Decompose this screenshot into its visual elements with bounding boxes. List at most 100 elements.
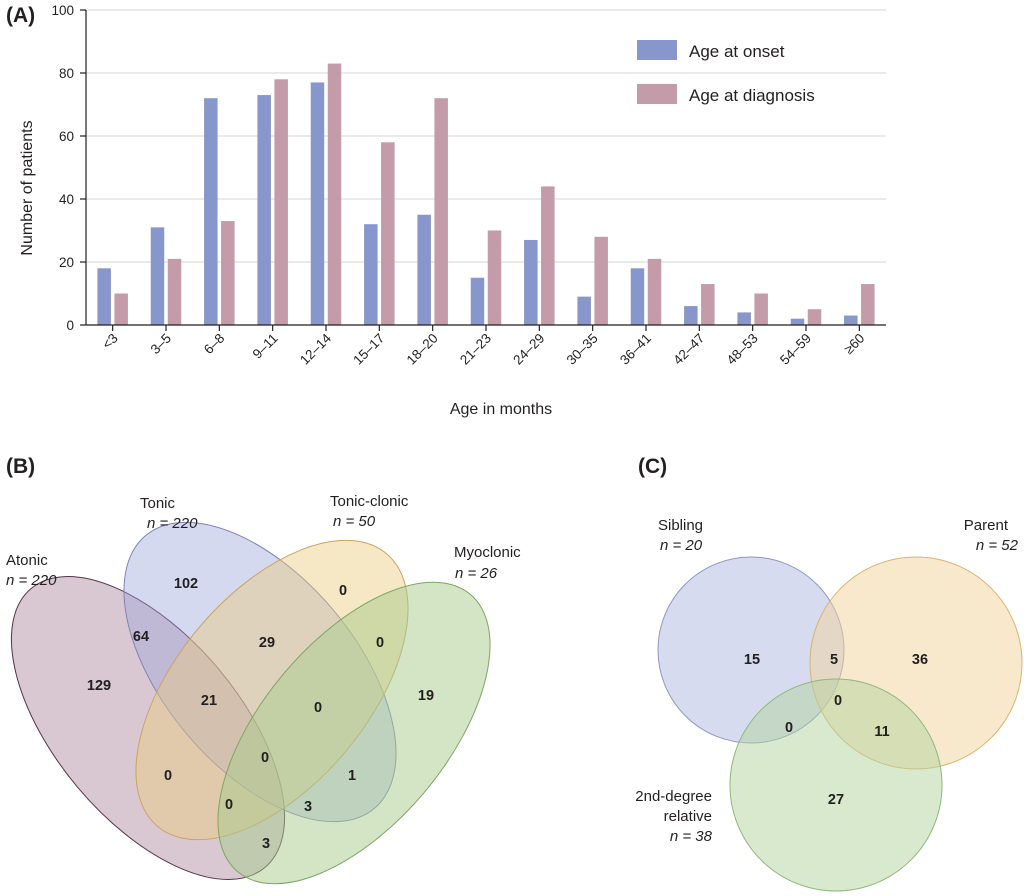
region-all-four: 0	[261, 750, 269, 766]
region-atonic-only: 129	[87, 678, 111, 694]
x-tick-label: 24–29	[510, 331, 547, 368]
x-tick-label: 30–35	[564, 331, 601, 368]
region-sibling-only: 15	[744, 652, 760, 668]
legend-label-diagnosis: Age at diagnosis	[689, 86, 815, 105]
bar-diagnosis	[861, 284, 875, 325]
region-atonic-tonic: 64	[133, 629, 149, 645]
x-axis-title: Age in months	[450, 401, 552, 418]
region-atonic-tonic-clonic: 0	[164, 768, 172, 784]
bar-onset	[364, 224, 378, 325]
x-tick-label: 6–8	[201, 331, 228, 358]
region-atonic-tonic-tonic-clonic: 21	[201, 693, 217, 709]
bar-onset	[577, 296, 591, 325]
y-tick-label: 40	[59, 192, 74, 207]
panel-b-venn-seizure-types: (B) Atonic n = 220 Tonic n = 220 Tonic-c…	[6, 455, 521, 885]
bar-onset	[204, 98, 218, 325]
region-tonic-clonic-only: 0	[339, 583, 347, 599]
set-name-2nd-degree-line1: 2nd-degree	[635, 788, 712, 805]
bar-diagnosis	[701, 284, 715, 325]
bar-diagnosis	[807, 309, 822, 325]
y-tick-label: 60	[59, 129, 74, 144]
bar-diagnosis	[327, 63, 342, 326]
region-sibling-parent: 5	[830, 652, 838, 668]
x-tick-label: 21–23	[457, 331, 494, 368]
region-all-three: 0	[834, 693, 842, 709]
region-myoclonic-only: 19	[418, 688, 434, 704]
set-n-tonic-clonic: n = 50	[333, 513, 376, 530]
bar-diagnosis	[114, 293, 128, 325]
y-ticks: 0 20 40 60 80 100	[51, 3, 86, 333]
set-name-myoclonic: Myoclonic	[454, 544, 521, 561]
x-tick-label: 42–47	[670, 331, 707, 368]
bar-diagnosis	[541, 186, 555, 325]
set-name-tonic: Tonic	[140, 495, 176, 512]
y-tick-label: 80	[59, 66, 74, 81]
bar-onset	[257, 95, 271, 325]
bar-onset	[150, 227, 165, 325]
venn-region-counts: 129 102 0 19 64 29 0 21 0 0 0 1 0 3 3	[87, 576, 434, 852]
region-tonic-tonic-clonic-myoclonic: 0	[314, 700, 322, 716]
venn-region-counts: 15 5 36 0 0 11 27	[744, 652, 928, 808]
region-parent-only: 36	[912, 652, 928, 668]
bar-diagnosis	[487, 230, 502, 325]
set-n-tonic: n = 220	[147, 515, 198, 532]
bar-diagnosis	[434, 98, 448, 325]
set-name-tonic-clonic: Tonic-clonic	[330, 493, 409, 510]
panel-a-bar-chart: (A) 0 20 40 60 80 100 <3 3–5 6–8 9–11 12–14 15–17 1…	[6, 3, 886, 418]
bar-diagnosis	[647, 258, 662, 325]
x-tick-label: ≥60	[841, 331, 867, 357]
x-tick-label: 48–53	[724, 331, 761, 368]
x-tick-label: 15–17	[350, 331, 387, 368]
set-name-sibling: Sibling	[658, 517, 703, 534]
bar-diagnosis	[167, 258, 182, 325]
set-name-atonic: Atonic	[6, 552, 48, 569]
x-tick-label: <3	[99, 331, 121, 353]
panel-label-a: (A)	[6, 4, 35, 27]
set-n-sibling: n = 20	[660, 537, 703, 554]
legend-swatch-onset	[637, 40, 677, 60]
bar-onset	[417, 214, 431, 325]
venn-set-2nd-degree-relative	[729, 678, 943, 892]
bar-onset	[310, 82, 325, 325]
bar-onset	[684, 306, 698, 325]
region-tonic-clonic-myoclonic: 0	[376, 635, 384, 651]
bar-onset	[844, 315, 858, 325]
venn-set-myoclonic	[217, 581, 491, 885]
venn-set-labels: Atonic n = 220 Tonic n = 220 Tonic-cloni…	[6, 493, 521, 589]
y-tick-label: 0	[66, 318, 74, 333]
region-atonic-tonic-clonic-myoclonic: 0	[225, 797, 233, 813]
set-name-2nd-degree-line2: relative	[664, 808, 712, 825]
bar-diagnosis	[754, 293, 768, 325]
y-tick-label: 20	[59, 255, 74, 270]
region-tonic-tonic-clonic: 29	[259, 635, 275, 651]
panel-label-c: (C)	[638, 455, 667, 478]
region-tonic-only: 102	[174, 576, 198, 592]
x-tick-label: 3–5	[148, 331, 175, 358]
x-tick-label: 12–14	[297, 330, 334, 367]
region-atonic-myoclonic: 3	[262, 836, 270, 852]
venn-set-labels: Sibling n = 20 Parent n = 52 2nd-degree …	[635, 517, 1018, 845]
bar-onset	[524, 239, 538, 325]
legend-label-onset: Age at onset	[689, 42, 785, 61]
y-tick-label: 100	[51, 3, 74, 18]
grid	[86, 9, 886, 263]
region-sibling-2nd-degree: 0	[785, 720, 793, 736]
panel-label-b: (B)	[6, 455, 35, 478]
bar-diagnosis	[381, 142, 395, 325]
bar-diagnosis	[221, 221, 235, 325]
bar-onset	[470, 277, 485, 325]
x-ticks: <3 3–5 6–8 9–11 12–14 15–17 18–20 21–23 24–29 30–…	[99, 325, 867, 368]
x-tick-label: 36–41	[617, 331, 654, 368]
region-atonic-tonic-myoclonic: 3	[304, 799, 312, 815]
bar-onset	[790, 318, 805, 325]
y-axis-title: Number of patients	[19, 120, 36, 255]
legend: Age at onset Age at diagnosis	[637, 40, 815, 105]
bar-onset	[97, 268, 111, 325]
x-tick-label: 9–11	[250, 331, 281, 362]
set-n-atonic: n = 220	[6, 572, 57, 589]
set-name-parent: Parent	[964, 517, 1009, 534]
x-tick-label: 54–59	[777, 331, 814, 368]
region-tonic-myoclonic: 1	[348, 768, 356, 784]
bars	[97, 63, 875, 326]
